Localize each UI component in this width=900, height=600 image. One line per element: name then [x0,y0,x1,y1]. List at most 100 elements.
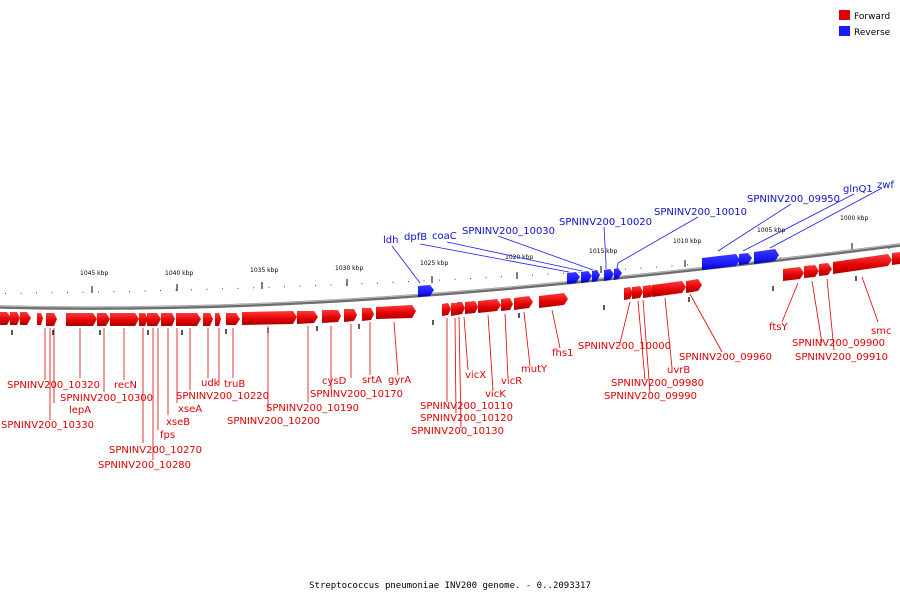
tick-1035: 1035 kbp [250,267,278,289]
tick-1015: 1015 kbp [589,248,617,273]
minor-tick [144,290,146,292]
svg-text:gyrA: gyrA [388,375,411,386]
minor-tick [129,290,130,292]
svg-text:vicX: vicX [465,370,486,381]
svg-text:fps: fps [160,430,175,441]
minor-tick [408,281,409,283]
gene-coaC [581,271,592,283]
svg-text:1035 kbp: 1035 kbp [250,267,278,274]
svg-text:mutY: mutY [521,364,548,375]
position-marks [11,276,857,335]
gene-glnQ1 [739,253,752,265]
genome-caption: Streptococcus pneumoniae INV200 genome. … [309,581,591,591]
svg-text:coaC: coaC [432,231,457,242]
svg-text:SPNINV200_10320: SPNINV200_10320 [7,380,100,391]
minor-tick [640,267,642,269]
svg-text:SPNINV200_10010: SPNINV200_10010 [654,207,747,218]
minor-tick [547,273,549,275]
svg-text:vicR: vicR [501,376,522,387]
minor-tick [392,281,394,283]
svg-text:SPNINV200_10220: SPNINV200_10220 [176,391,269,402]
gene-SPNINV200_09950 [702,254,740,270]
tick-1040: 1040 kbp [165,270,193,291]
forward-leaders [44,276,879,460]
svg-text:1005 kbp: 1005 kbp [757,227,785,234]
minor-tick [423,280,425,282]
minor-tick [175,289,177,291]
minor-tick [51,292,53,294]
svg-text:SPNINV200_10330: SPNINV200_10330 [1,420,94,431]
minor-tick [532,274,533,276]
gene-SPNINV200_10020 [604,269,614,281]
svg-text:1040 kbp: 1040 kbp [165,270,193,277]
minor-tick [439,279,440,281]
svg-text:1010 kbp: 1010 kbp [673,238,701,245]
minor-tick [191,289,192,291]
minor-tick [330,284,332,286]
minor-tick [656,266,657,268]
minor-tick [501,276,502,278]
svg-text:ldh: ldh [383,235,398,246]
gene-dpfB [567,272,580,284]
minor-tick [284,286,285,288]
minor-tick [36,292,37,294]
minor-tick [98,291,99,293]
svg-text:xseB: xseB [166,417,190,428]
minor-tick [625,268,626,270]
tick-1000: 1000 kbp [840,215,868,250]
svg-text:SPNINV200_10000: SPNINV200_10000 [578,341,671,352]
svg-text:SPNINV200_09990: SPNINV200_09990 [604,391,697,402]
minor-tick [113,291,115,293]
tick-1030: 1030 kbp [335,265,363,286]
legend-forward-swatch [839,10,850,20]
reverse-gene-labels: ldh dpfB coaC SPNINV200_10030 SPNINV200_… [383,180,894,246]
reverse-leaders [391,187,883,284]
svg-text:srtA: srtA [362,375,382,386]
svg-text:SPNINV200_09980: SPNINV200_09980 [611,378,704,389]
gene-SPNINV200_10030 [592,270,600,282]
minor-tick [5,292,6,294]
minor-tick [780,257,781,259]
minor-tick [160,290,161,292]
reverse-genes [418,249,779,297]
tick-1045: 1045 kbp [80,270,108,293]
svg-text:xseA: xseA [178,404,202,415]
svg-text:SPNINV200_10020: SPNINV200_10020 [559,217,652,228]
svg-text:SPNINV200_10300: SPNINV200_10300 [60,393,153,404]
tick-1025: 1025 kbp [420,260,448,283]
minor-tick [485,277,487,279]
minor-tick [377,282,378,284]
svg-text:uvrB: uvrB [667,365,690,376]
minor-tick [671,265,673,267]
svg-text:SPNINV200_10170: SPNINV200_10170 [310,389,403,400]
svg-text:1015 kbp: 1015 kbp [589,248,617,255]
minor-tick [470,278,471,279]
legend-forward-label: Forward [854,12,890,22]
svg-text:SPNINV200_10280: SPNINV200_10280 [98,460,191,471]
svg-text:SPNINV200_10130: SPNINV200_10130 [411,426,504,437]
minor-tick [20,292,22,294]
minor-tick [222,288,223,290]
svg-text:SPNINV200_09950: SPNINV200_09950 [747,194,840,205]
minor-tick [563,272,564,274]
minor-tick [299,285,301,287]
minor-tick [268,286,270,288]
minor-tick [687,264,688,266]
svg-text:smc: smc [871,326,891,337]
minor-tick [578,271,580,273]
forward-gene-labels: SPNINV200_10320 SPNINV200_10330 lepA SPN… [1,322,891,471]
svg-text:1025 kbp: 1025 kbp [420,260,448,267]
minor-tick [82,291,84,293]
gene-ldh [418,285,434,297]
svg-text:glnQ1: glnQ1 [843,184,873,195]
gene-SPNINV200_10010 [614,268,622,280]
minor-tick [315,285,316,287]
forward-genes [0,252,900,326]
svg-text:SPNINV200_10200: SPNINV200_10200 [227,416,320,427]
gene-zwf [754,249,779,264]
svg-text:zwf: zwf [877,180,894,191]
svg-text:dpfB: dpfB [404,232,427,243]
svg-text:truB: truB [224,379,245,390]
svg-text:SPNINV200_10270: SPNINV200_10270 [109,445,202,456]
svg-text:SPNINV200_09900: SPNINV200_09900 [792,338,885,349]
